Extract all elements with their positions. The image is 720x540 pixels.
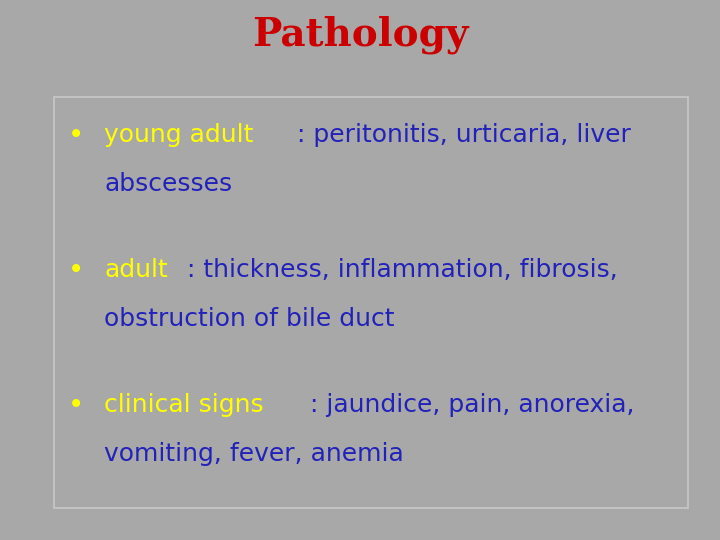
Text: Pathology: Pathology: [252, 16, 468, 55]
Text: : thickness, inflammation, fibrosis,: : thickness, inflammation, fibrosis,: [186, 258, 618, 282]
Text: vomiting, fever, anemia: vomiting, fever, anemia: [104, 442, 404, 465]
Text: •: •: [68, 256, 84, 284]
Text: : peritonitis, urticaria, liver: : peritonitis, urticaria, liver: [297, 123, 631, 147]
Text: young adult: young adult: [104, 123, 253, 147]
Text: adult: adult: [104, 258, 168, 282]
Text: abscesses: abscesses: [104, 172, 233, 195]
Text: : jaundice, pain, anorexia,: : jaundice, pain, anorexia,: [310, 393, 635, 417]
Text: obstruction of bile duct: obstruction of bile duct: [104, 307, 395, 330]
Text: clinical signs: clinical signs: [104, 393, 264, 417]
Text: •: •: [68, 391, 84, 419]
Text: •: •: [68, 121, 84, 149]
FancyBboxPatch shape: [54, 97, 688, 508]
